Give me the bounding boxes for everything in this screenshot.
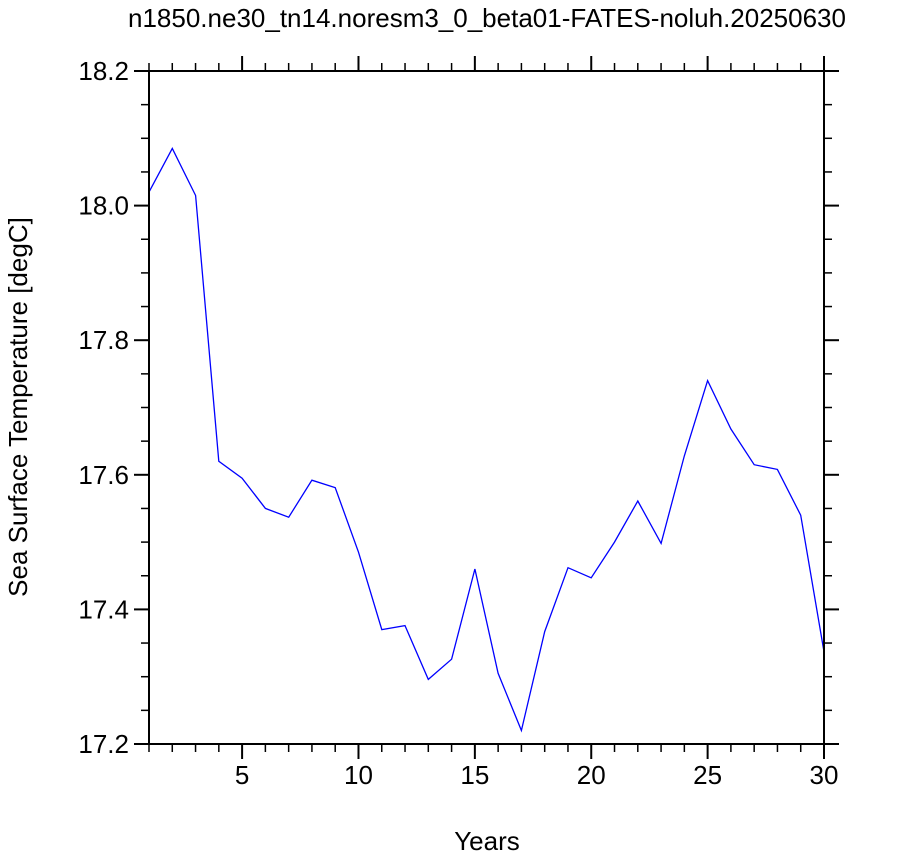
x-tick-label: 10	[344, 760, 373, 790]
y-tick-label: 17.8	[78, 325, 129, 355]
axis-ticks	[134, 56, 839, 759]
plot-frame	[148, 70, 825, 745]
x-tick-label: 15	[460, 760, 489, 790]
y-tick-label: 18.0	[78, 191, 129, 221]
x-tick-label: 20	[577, 760, 606, 790]
x-tick-label: 25	[693, 760, 722, 790]
x-axis-label: Years	[454, 826, 520, 856]
y-tick-label: 17.4	[78, 594, 129, 624]
series-line	[148, 146, 825, 733]
chart-title: n1850.ne30_tn14.noresm3_0_beta01-FATES-n…	[128, 3, 846, 33]
x-tick-label: 5	[235, 760, 249, 790]
x-tick-label: 30	[810, 760, 839, 790]
y-axis-label: Sea Surface Temperature [degC]	[3, 217, 33, 597]
y-tick-label: 17.6	[78, 460, 129, 490]
y-tick-label: 17.2	[78, 729, 129, 759]
tick-labels: 5 10 15 20 25 30 17.2 17.4 17.6 17.8 18.0 18.2	[78, 56, 838, 790]
y-tick-label: 18.2	[78, 56, 129, 86]
